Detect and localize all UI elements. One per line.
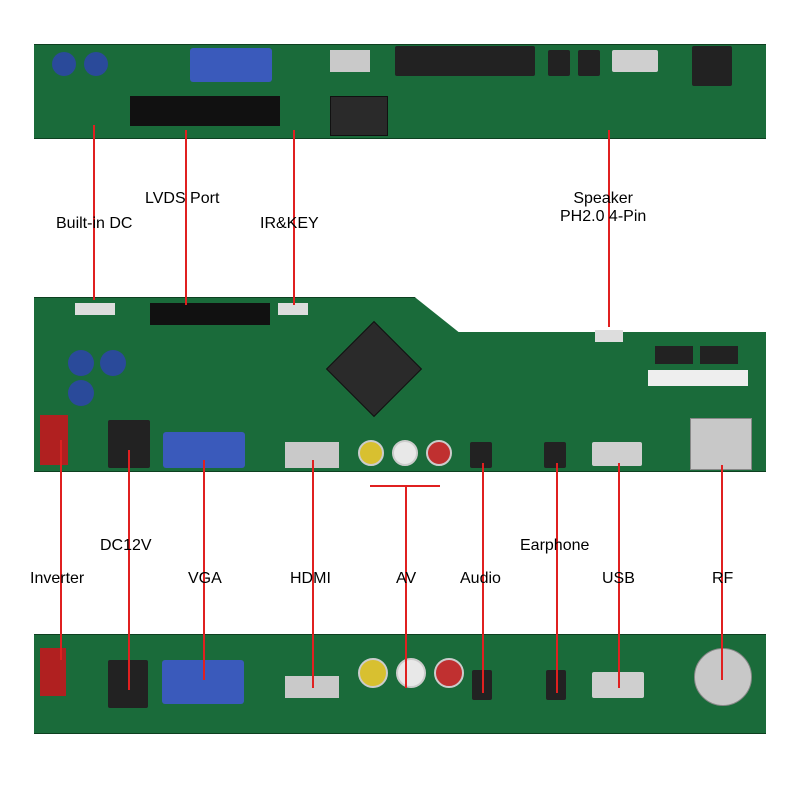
capacitor xyxy=(100,350,126,376)
callout-label-hdmi: HDMI xyxy=(290,570,331,588)
inverter-connector xyxy=(40,415,68,465)
main-chip-top xyxy=(330,96,388,136)
callout-line-lvds xyxy=(185,130,187,305)
callout-label-earphone: Earphone xyxy=(520,537,589,555)
rear-port-block xyxy=(395,46,535,76)
audio-jack xyxy=(548,50,570,76)
av-rca-white xyxy=(392,440,418,466)
small-ic xyxy=(700,346,738,364)
inverter-edge xyxy=(40,648,66,696)
rca-yellow-edge xyxy=(358,658,388,688)
callout-label-audio: Audio xyxy=(460,570,501,588)
callout-label-irkey: IR&KEY xyxy=(260,215,319,233)
pin-header xyxy=(130,96,280,126)
earphone-jack xyxy=(544,442,566,468)
small-ic xyxy=(655,346,693,364)
callout-label-av: AV xyxy=(396,570,416,588)
callout-line-dc12v xyxy=(128,450,130,690)
capacitor xyxy=(68,380,94,406)
av-rca-red xyxy=(426,440,452,466)
lvds-header xyxy=(150,303,270,325)
speaker-header xyxy=(595,330,623,342)
builtin-dc-header xyxy=(75,303,115,315)
usb-port-top xyxy=(612,50,658,72)
callout-label-dc12v: DC12V xyxy=(100,537,152,555)
rf-edge xyxy=(694,648,752,706)
audio-in-jack xyxy=(470,442,492,468)
callout-label-vga: VGA xyxy=(188,570,222,588)
speaker-line1: Speaker xyxy=(573,190,633,207)
callout-line-speaker xyxy=(608,130,610,327)
callout-line-builtin-dc xyxy=(93,125,95,300)
rf-tuner xyxy=(690,418,752,470)
audio-jack xyxy=(578,50,600,76)
capacitor xyxy=(84,52,108,76)
callout-label-usb: USB xyxy=(602,570,635,588)
sticker xyxy=(648,370,748,386)
callout-label-rf: RF xyxy=(712,570,733,588)
callout-line-earphone xyxy=(556,463,558,693)
speaker-line2: PH2.0 4-Pin xyxy=(560,208,646,225)
dc-jack-top xyxy=(692,46,732,86)
vga-port-top xyxy=(190,48,272,82)
callout-line-inverter xyxy=(60,440,62,660)
rca-red-edge xyxy=(434,658,464,688)
hdmi-port-top xyxy=(330,50,370,72)
callout-label-inverter: Inverter xyxy=(30,570,84,588)
capacitor xyxy=(68,350,94,376)
callout-label-speaker: Speaker PH2.0 4-Pin xyxy=(560,190,646,225)
av-rca-yellow xyxy=(358,440,384,466)
rca-white-edge xyxy=(396,658,426,688)
callout-label-lvds: LVDS Port xyxy=(145,190,219,208)
usb-port xyxy=(592,442,642,466)
callout-label-builtin-dc: Built-in DC xyxy=(56,215,132,233)
capacitor xyxy=(52,52,76,76)
